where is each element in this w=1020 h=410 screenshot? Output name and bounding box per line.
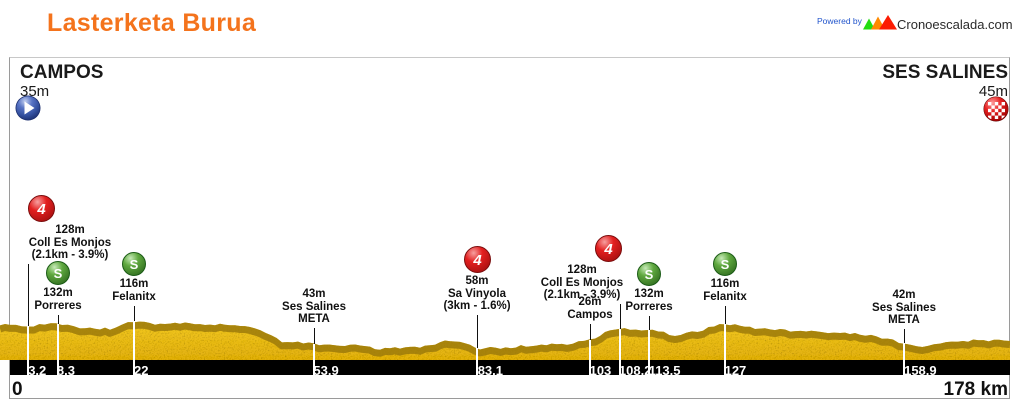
svg-text:4: 4: [472, 252, 482, 269]
svg-text:S: S: [721, 257, 730, 272]
svg-text:4: 4: [603, 241, 613, 258]
svg-text:S: S: [130, 257, 139, 272]
svg-text:4: 4: [36, 201, 46, 218]
